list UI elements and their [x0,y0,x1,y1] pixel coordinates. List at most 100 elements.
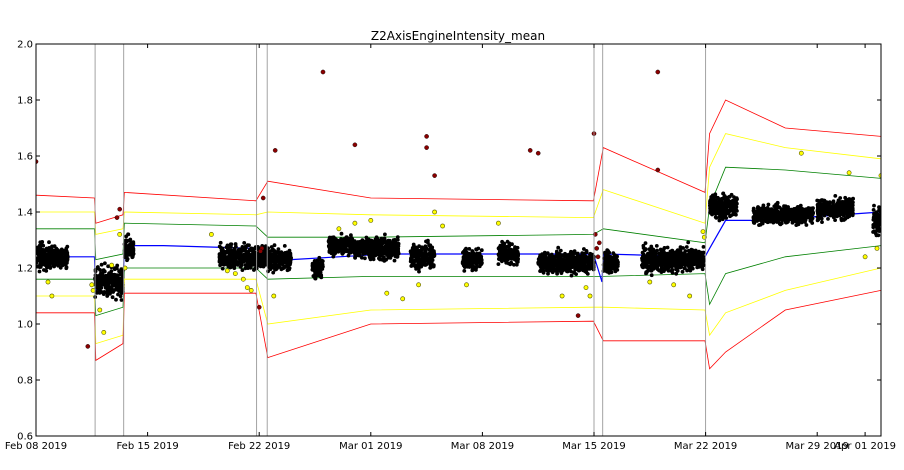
data-point [794,223,799,228]
data-point [383,232,387,237]
data-point [339,237,343,242]
data-point [877,221,881,225]
data-point [512,248,516,253]
data-point [546,265,551,270]
data-point [607,270,611,274]
data-point [242,241,247,245]
data-point [771,220,776,225]
data-point [609,258,614,263]
data-point [849,201,854,206]
data-point [427,243,431,248]
data-point [692,259,697,264]
data-point [774,213,779,218]
data-point [37,255,41,260]
data-point [253,255,257,259]
data-point [545,251,550,256]
data-point [503,258,507,263]
data-point [710,210,715,215]
data-point [509,260,514,265]
data-point [556,245,561,250]
data-point [558,248,563,253]
data-point [668,255,672,260]
data-point [276,247,281,252]
outlier-point [424,134,429,139]
data-point [727,194,732,199]
data-point [235,252,239,256]
data-point [346,253,351,258]
data-point [353,256,357,260]
data-point [100,279,105,284]
data-point [820,220,824,225]
data-point [695,262,699,267]
data-point [515,258,520,263]
data-point [371,250,375,255]
data-point [510,256,515,261]
warning-point [45,279,51,285]
data-point [416,266,421,271]
data-point [413,254,418,258]
data-point [691,249,695,254]
data-point [810,210,815,215]
data-point [714,216,719,220]
data-point [386,244,391,248]
data-point [43,255,48,260]
data-point [261,254,265,258]
data-point [286,265,291,270]
band-lower-line [36,267,881,345]
data-point [316,268,321,273]
data-point [832,214,836,218]
data-point [319,259,323,264]
data-point [572,271,577,275]
data-point [555,268,560,273]
data-point [409,263,414,268]
data-point [369,253,374,258]
data-point [386,247,391,252]
data-point [98,275,103,280]
data-point [426,238,430,243]
data-point [218,263,223,268]
data-point [795,216,800,221]
data-point [559,271,564,275]
data-point [833,218,837,223]
data-point [333,246,338,251]
data-point [283,264,287,269]
data-point [288,253,293,258]
data-point [842,211,847,216]
data-point [358,239,363,244]
data-point [103,261,107,266]
data-point [36,251,41,256]
data-point [428,253,432,257]
data-point [424,252,429,257]
data-point [664,254,668,259]
data-point [649,268,654,273]
data-point [409,256,414,261]
data-point [653,263,658,268]
data-point [330,243,335,247]
data-point [241,257,246,261]
data-point [729,203,733,208]
data-point [393,254,398,259]
data-point [476,253,480,258]
data-point [221,259,226,263]
data-point [284,256,289,261]
data-point [468,261,472,266]
data-point [686,254,691,259]
data-point [500,239,504,244]
data-point [470,250,475,255]
data-point [229,263,234,268]
data-point [273,253,278,258]
warning-point [248,287,254,293]
data-point [764,215,769,220]
data-point [371,243,376,248]
data-point [428,246,433,251]
data-point [543,256,548,260]
data-point [270,258,274,262]
data-point [362,245,367,250]
data-point [800,206,804,211]
data-point [249,258,253,263]
data-point [789,216,793,221]
data-point [411,261,415,265]
data-point [474,264,479,269]
data-point [842,218,846,222]
data-point [577,254,582,259]
